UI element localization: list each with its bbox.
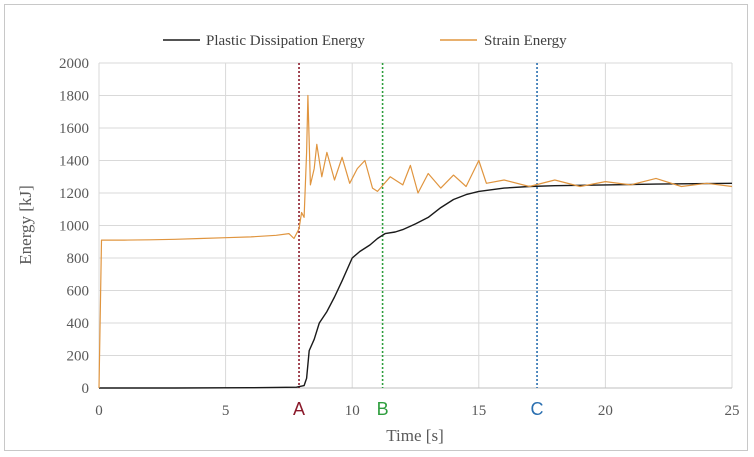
marker-label-a: A xyxy=(293,399,305,419)
x-tick-label-5: 5 xyxy=(222,403,230,419)
y-tick-label-1000: 1000 xyxy=(59,219,89,235)
series-line-strain-energy xyxy=(98,94,733,389)
y-tick-label-0: 0 xyxy=(82,381,90,397)
series-layer xyxy=(98,94,733,389)
y-tick-label-1600: 1600 xyxy=(59,121,89,137)
legend-label-plastic-dissipation-energy: Plastic Dissipation Energy xyxy=(206,33,365,49)
legend-label-strain-energy: Strain Energy xyxy=(484,33,567,49)
y-tick-label-800: 800 xyxy=(67,251,90,267)
y-tick-label-400: 400 xyxy=(67,316,90,332)
y-tick-label-200: 200 xyxy=(67,349,90,365)
y-tick-label-1400: 1400 xyxy=(59,154,89,170)
x-tick-label-25: 25 xyxy=(725,403,740,419)
x-tick-label-15: 15 xyxy=(471,403,486,419)
y-tick-label-2000: 2000 xyxy=(59,56,89,72)
y-axis-title: Energy [kJ] xyxy=(16,185,35,264)
grid-layer xyxy=(98,62,733,389)
tick-layer: 0 200 400 600 800 1000 1200 1400 1600 1800 2000 0 5 1… xyxy=(59,56,740,419)
marker-label-c: C xyxy=(531,399,544,419)
x-tick-label-20: 20 xyxy=(598,403,613,419)
legend: Plastic Dissipation Energy Strain Energy xyxy=(163,33,567,49)
series-line-plastic-dissipation-energy xyxy=(99,182,733,389)
marker-label-b: B xyxy=(377,399,389,419)
y-tick-label-1800: 1800 xyxy=(59,89,89,105)
x-tick-label-10: 10 xyxy=(345,403,360,419)
chart-frame xyxy=(4,4,748,451)
y-tick-label-600: 600 xyxy=(67,284,90,300)
x-tick-label-0: 0 xyxy=(95,403,103,419)
x-axis-title: Time [s] xyxy=(386,426,443,445)
y-tick-label-1200: 1200 xyxy=(59,186,89,202)
